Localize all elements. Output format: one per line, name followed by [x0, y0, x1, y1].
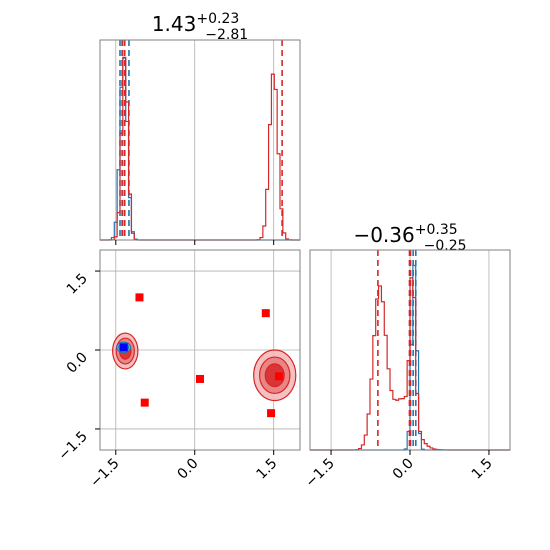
density-contour	[264, 363, 285, 388]
marker-point	[119, 343, 128, 352]
marker-point	[274, 372, 283, 381]
y-tick-labels-p1: −1.5 0.0 1.5	[55, 271, 90, 464]
histogram-p0-series-1	[100, 56, 300, 241]
title-p1-plus: +0.35	[415, 222, 458, 238]
x-tick-label: −1.5	[303, 456, 338, 491]
y-tick-label: 1.5	[64, 271, 91, 298]
x-tick-labels-p1: −1.5 0.0 1.5	[303, 456, 496, 491]
marginal-p1-panel	[309, 249, 511, 455]
title-p1-minus: −0.25	[424, 238, 467, 254]
title-p1-value: −0.36	[353, 223, 414, 247]
x-tick-label: 1.5	[469, 456, 496, 483]
y-tick-label: 0.0	[64, 350, 91, 377]
x-tick-label: 0.0	[175, 456, 202, 483]
title-p0-minus: −2.81	[205, 27, 248, 43]
title-p0: 1.43+0.23 −2.81	[152, 11, 248, 43]
histogram-p0-series-0	[100, 57, 300, 241]
marker-point	[267, 409, 276, 418]
x-tick-labels-p0: −1.5 0.0 1.5	[87, 456, 280, 491]
y-tick-label: −1.5	[55, 428, 90, 463]
title-p0-plus: +0.23	[196, 11, 239, 27]
marker-point	[196, 374, 204, 383]
marker-point	[261, 309, 270, 318]
marginal-p0-panel	[99, 39, 301, 245]
x-tick-label: 1.5	[253, 456, 280, 483]
marker-point	[140, 398, 149, 407]
title-p0-value: 1.43	[152, 12, 197, 36]
joint-p0-p1-panel	[95, 249, 301, 455]
title-p1: −0.36+0.35 −0.25	[353, 222, 466, 254]
x-tick-label: 0.0	[390, 456, 417, 483]
x-tick-label: −1.5	[87, 456, 122, 491]
panel-frame	[99, 39, 301, 241]
marker-point	[135, 293, 144, 302]
